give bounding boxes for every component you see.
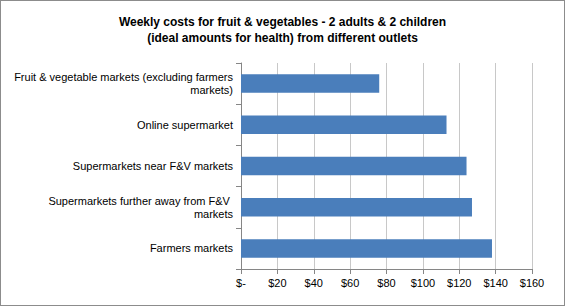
svg-text:Fruit & vegetable markets (exc: Fruit & vegetable markets (excluding far… [14,71,233,83]
svg-text:$80: $80 [377,277,395,289]
svg-text:Supermarkets further away from: Supermarkets further away from F&V [48,195,233,207]
svg-text:markets): markets) [187,84,233,96]
svg-text:$100: $100 [411,277,435,289]
svg-text:$120: $120 [447,277,471,289]
svg-text:$-: $- [236,277,246,289]
svg-text:$140: $140 [483,277,507,289]
svg-text:(ideal amounts for health) fro: (ideal amounts for health) from differen… [147,31,418,45]
svg-text:Online supermarket: Online supermarket [137,119,233,131]
svg-text:$40: $40 [305,277,323,289]
svg-text:markets: markets [194,208,234,220]
svg-text:Farmers markets: Farmers markets [150,242,234,254]
svg-text:Supermarkets near F&V markets: Supermarkets near F&V markets [73,160,234,172]
svg-text:$60: $60 [341,277,359,289]
svg-text:Weekly costs for fruit & veget: Weekly costs for fruit & vegetables - 2 … [119,15,446,29]
svg-text:$160: $160 [520,277,544,289]
svg-text:$20: $20 [268,277,286,289]
